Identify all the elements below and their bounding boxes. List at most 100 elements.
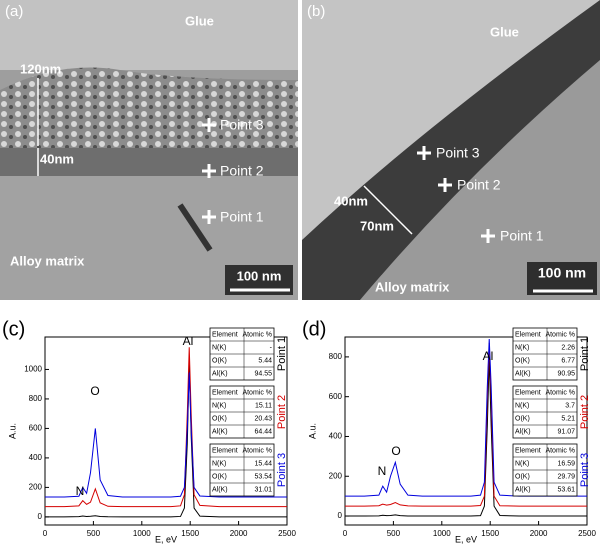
x-tick-label: 1000 [433,529,451,538]
table-cell: N(K) [515,460,529,467]
scale-bar-label: 100 nm [237,268,282,283]
table-cell: N(K) [515,344,529,351]
point-label: Point 3 [220,117,264,133]
panel-label: (d) [302,318,326,340]
peak-label: N [76,484,85,498]
x-tick-label: 500 [387,529,401,538]
y-tick-label: 0 [338,511,343,520]
table-cell: 31.01 [254,486,272,493]
peak-label: Al [183,334,194,348]
table-cell: Al(K) [212,428,228,435]
table-header: Element [212,331,238,338]
peak-label: O [90,384,99,398]
point-label: Point 1 [500,228,544,244]
y-tick-label: 600 [329,392,343,401]
point-label: Point 2 [220,163,264,179]
table-header: Atomic % [545,331,575,338]
table-cell: 5.21 [561,415,575,422]
y-axis-label: A.u. [7,423,17,439]
table-cell: 15.11 [255,402,272,409]
table-cell: N(K) [212,402,226,409]
image-label: 70nm [360,218,394,233]
table-header: Atomic % [242,331,272,338]
image-label: 40nm [40,151,74,166]
y-tick-label: 600 [29,424,43,433]
peak-label: O [391,444,400,458]
table-cell: N(K) [212,344,226,351]
table-cell: N(K) [515,402,529,409]
x-tick-label: 1500 [181,529,199,538]
x-tick-label: 1500 [481,529,499,538]
table-cell: 64.44 [254,428,272,435]
table-header: Element [212,389,238,396]
y-tick-label: 200 [29,483,43,492]
table-cell: 94.55 [254,370,272,377]
plot-frame [44,336,288,526]
table-cell: 53.61 [557,486,575,493]
y-tick-label: 400 [29,453,43,462]
plot-frame [344,336,588,526]
table-header: Atomic % [242,447,272,454]
x-tick-label: 2000 [230,529,248,538]
x-tick-label: 0 [343,529,348,538]
y-tick-label: 200 [329,471,343,480]
table-point-label: Point 3 [579,453,591,487]
y-tick-label: 800 [329,352,343,361]
table-cell: O(K) [212,357,227,364]
spectrum-line [345,338,587,497]
x-tick-label: 1000 [133,529,151,538]
y-tick-label: 1000 [24,365,42,374]
y-axis-label: A.u. [307,423,317,439]
table-cell: O(K) [212,473,227,480]
panel-label: (c) [2,318,25,340]
table-cell: Al(K) [212,486,228,493]
table-cell: 16.59 [557,460,575,467]
table-cell: 91.07 [557,428,575,435]
y-tick-label: 0 [38,512,43,521]
table-point-label: Point 2 [276,395,288,429]
table-cell: Al(K) [212,370,228,377]
y-tick-label: 800 [29,394,43,403]
table-cell: Al(K) [515,486,531,493]
scale-bar-label: 100 nm [538,265,586,281]
table-cell: 5.44 [258,357,272,364]
spectrum-line [45,347,287,508]
spectrum-line [45,362,287,518]
table-header: Element [212,447,238,454]
x-tick-label: 500 [87,529,101,538]
table-header: Element [515,389,541,396]
table-header: Element [515,447,541,454]
point-label: Point 1 [220,209,264,225]
table-cell: O(K) [515,473,530,480]
image-label: 40nm [334,193,368,208]
table-header: Atomic % [242,389,272,396]
table-cell: 15.44 [254,460,272,467]
y-tick-label: 400 [329,432,343,441]
table-point-label: Point 1 [276,337,288,371]
table-cell: 20.43 [254,415,272,422]
point-label: Point 3 [436,145,480,161]
spectrum-line [345,342,587,507]
spectrum-line [345,356,587,517]
table-cell: 53.54 [254,473,272,480]
spectrum-line [45,372,287,498]
table-cell: 90.95 [557,370,575,377]
table-cell: Al(K) [515,370,531,377]
table-cell: 29.79 [557,473,575,480]
table-cell: 6.77 [561,357,575,364]
table-header: Atomic % [545,447,575,454]
table-cell: O(K) [515,357,530,364]
image-label: Glue [490,24,519,39]
tem-image-b: (b) Glue Point 3 Point 2 40nm 70nm Point… [302,0,600,300]
x-tick-label: 2500 [278,529,296,538]
table-cell: N(K) [212,460,226,467]
x-axis-label: E, eV [155,534,177,544]
x-axis-label: E, eV [455,534,477,544]
peak-label: N [378,464,387,478]
table-point-label: Point 3 [276,453,288,487]
panel-label: (a) [5,3,23,20]
image-label: 120nm [20,61,61,76]
image-label: Alloy matrix [375,279,450,294]
table-cell: 3.7 [565,402,575,409]
